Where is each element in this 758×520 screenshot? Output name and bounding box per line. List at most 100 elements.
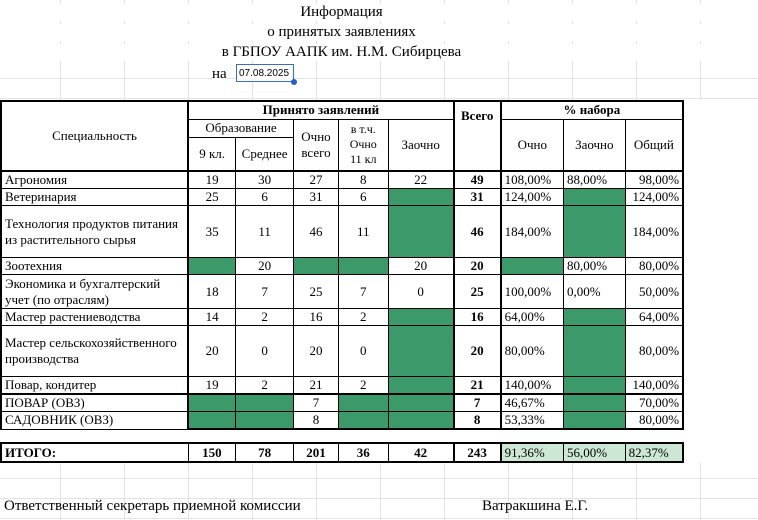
cell-ft[interactable]: 8 xyxy=(293,411,339,430)
date-cell-selected[interactable]: 07.08.2025 xyxy=(236,64,294,82)
cell-sec[interactable]: 2 xyxy=(235,376,295,395)
cell-ft[interactable]: 27 xyxy=(293,170,339,189)
cell-ft11[interactable]: 8 xyxy=(337,170,389,189)
cell-p_ft[interactable]: 46,67% xyxy=(500,393,564,412)
cell-ft[interactable]: 16 xyxy=(293,308,339,326)
cell-sec[interactable]: 7 xyxy=(235,274,295,309)
cell-ft[interactable]: 21 xyxy=(293,376,339,395)
cell-p_all[interactable]: 80,00% xyxy=(624,325,685,377)
cell-p_ft[interactable]: 124,00% xyxy=(500,188,564,206)
total-ext[interactable]: 42 xyxy=(387,442,455,463)
cell-ext[interactable] xyxy=(387,376,455,395)
cell-total[interactable]: 7 xyxy=(452,393,502,412)
cell-p_all[interactable]: 184,00% xyxy=(624,205,685,258)
cell-specialty[interactable]: САДОВНИК (ОВЗ) xyxy=(0,411,189,430)
cell-sec[interactable]: 11 xyxy=(235,205,295,258)
cell-p_ext[interactable] xyxy=(562,205,626,258)
cell-ext[interactable] xyxy=(387,325,455,377)
total-g9[interactable]: 150 xyxy=(187,442,237,463)
cell-ft11[interactable]: 7 xyxy=(337,274,389,309)
cell-p_ft[interactable] xyxy=(500,257,564,275)
cell-ft11[interactable]: 11 xyxy=(337,205,389,258)
cell-specialty[interactable]: Ветеринария xyxy=(0,188,189,206)
cell-p_ext[interactable] xyxy=(562,393,626,412)
cell-p_all[interactable]: 80,00% xyxy=(624,411,685,430)
cell-ft[interactable]: 7 xyxy=(293,393,339,412)
total-p_ft[interactable]: 91,36% xyxy=(500,442,564,463)
cell-sec[interactable]: 2 xyxy=(235,308,295,326)
cell-ft11[interactable] xyxy=(337,411,389,430)
cell-sec[interactable] xyxy=(235,411,295,430)
cell-p_ext[interactable]: 80,00% xyxy=(562,257,626,275)
cell-p_all[interactable]: 70,00% xyxy=(624,393,685,412)
cell-ext[interactable] xyxy=(387,411,455,430)
cell-p_ext[interactable] xyxy=(562,308,626,326)
cell-total[interactable]: 16 xyxy=(452,308,502,326)
cell-total[interactable]: 31 xyxy=(452,188,502,206)
cell-p_ft[interactable]: 100,00% xyxy=(500,274,564,309)
cell-ft11[interactable] xyxy=(337,257,389,275)
cell-ft11[interactable] xyxy=(337,393,389,412)
cell-ft[interactable]: 20 xyxy=(293,325,339,377)
cell-g9[interactable]: 25 xyxy=(187,188,237,206)
cell-specialty[interactable]: Экономика и бухгалтерский учет (по отрас… xyxy=(0,274,189,309)
cell-p_ft[interactable]: 53,33% xyxy=(500,411,564,430)
cell-ft11[interactable]: 6 xyxy=(337,188,389,206)
cell-total[interactable]: 46 xyxy=(452,205,502,258)
total-p_all[interactable]: 82,37% xyxy=(624,442,685,463)
cell-p_ext[interactable] xyxy=(562,376,626,395)
cell-total[interactable]: 20 xyxy=(452,325,502,377)
cell-sec[interactable]: 30 xyxy=(235,170,295,189)
cell-ft11[interactable]: 2 xyxy=(337,376,389,395)
cell-ext[interactable] xyxy=(387,188,455,206)
cell-sec[interactable]: 0 xyxy=(235,325,295,377)
cell-ft[interactable]: 46 xyxy=(293,205,339,258)
cell-p_all[interactable]: 50,00% xyxy=(624,274,685,309)
cell-ext[interactable]: 20 xyxy=(387,257,455,275)
cell-ext[interactable] xyxy=(387,205,455,258)
cell-p_all[interactable]: 98,00% xyxy=(624,170,685,189)
cell-sec[interactable]: 6 xyxy=(235,188,295,206)
cell-total-label[interactable]: ИТОГО: xyxy=(0,442,189,463)
cell-total[interactable]: 25 xyxy=(452,274,502,309)
cell-ext[interactable] xyxy=(387,393,455,412)
cell-g9[interactable]: 19 xyxy=(187,376,237,395)
cell-sec[interactable] xyxy=(235,393,295,412)
cell-g9[interactable] xyxy=(187,257,237,275)
cell-p_ft[interactable]: 108,00% xyxy=(500,170,564,189)
cell-g9[interactable]: 14 xyxy=(187,308,237,326)
cell-total[interactable]: 49 xyxy=(452,170,502,189)
total-total[interactable]: 243 xyxy=(452,442,502,463)
cell-p_ft[interactable]: 184,00% xyxy=(500,205,564,258)
cell-specialty[interactable]: Мастер сельскохозяйственного производств… xyxy=(0,325,189,377)
cell-ft[interactable]: 25 xyxy=(293,274,339,309)
cell-specialty[interactable]: Технология продуктов питания из растител… xyxy=(0,205,189,258)
cell-p_ext[interactable]: 0,00% xyxy=(562,274,626,309)
cell-ext[interactable]: 22 xyxy=(387,170,455,189)
cell-specialty[interactable]: Агрономия xyxy=(0,170,189,189)
cell-p_ft[interactable]: 80,00% xyxy=(500,325,564,377)
cell-ft[interactable]: 31 xyxy=(293,188,339,206)
cell-g9[interactable] xyxy=(187,411,237,430)
fill-handle[interactable] xyxy=(291,79,297,85)
cell-p_ext[interactable] xyxy=(562,325,626,377)
cell-p_ext[interactable] xyxy=(562,188,626,206)
cell-specialty[interactable]: Мастер растениеводства xyxy=(0,308,189,326)
cell-sec[interactable]: 20 xyxy=(235,257,295,275)
cell-ft[interactable] xyxy=(293,257,339,275)
total-ft11[interactable]: 36 xyxy=(337,442,389,463)
cell-p_all[interactable]: 124,00% xyxy=(624,188,685,206)
cell-p_all[interactable]: 64,00% xyxy=(624,308,685,326)
cell-ext[interactable] xyxy=(387,308,455,326)
cell-specialty[interactable]: Зоотехния xyxy=(0,257,189,275)
cell-p_ft[interactable]: 140,00% xyxy=(500,376,564,395)
cell-g9[interactable]: 18 xyxy=(187,274,237,309)
cell-g9[interactable]: 20 xyxy=(187,325,237,377)
cell-specialty[interactable]: Повар, кондитер xyxy=(0,376,189,395)
cell-ext[interactable]: 0 xyxy=(387,274,455,309)
cell-p_ext[interactable]: 88,00% xyxy=(562,170,626,189)
cell-total[interactable]: 20 xyxy=(452,257,502,275)
cell-p_all[interactable]: 80,00% xyxy=(624,257,685,275)
total-p_ext[interactable]: 56,00% xyxy=(562,442,626,463)
cell-total[interactable]: 21 xyxy=(452,376,502,395)
